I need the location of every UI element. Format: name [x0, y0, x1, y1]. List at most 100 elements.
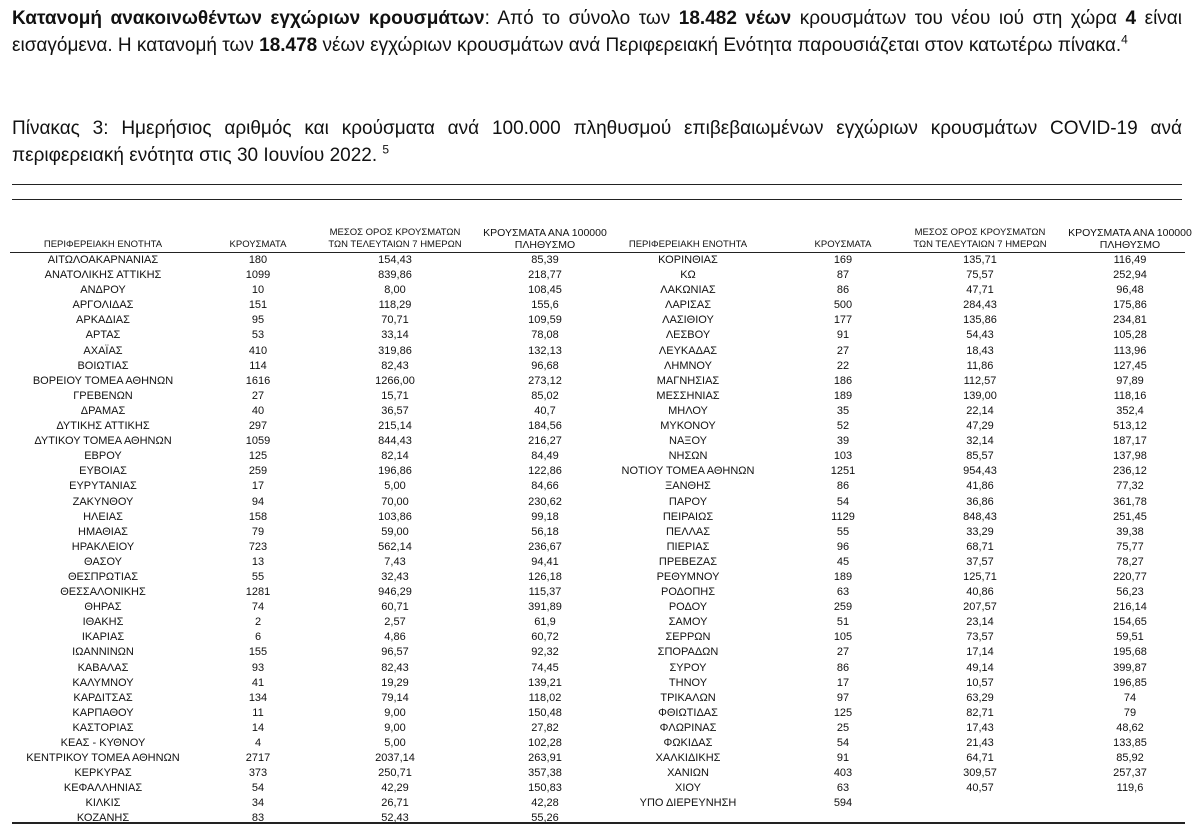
table-row: ΘΗΡΑΣ 74 60,71 391,89 — [10, 600, 600, 615]
table-row: ΤΡΙΚΑΛΩΝ 97 63,29 74 — [595, 691, 1185, 706]
cell-region: ΙΘΑΚΗΣ — [82, 616, 124, 629]
cell-cases: 103 — [833, 450, 853, 463]
cell-avg-7-days: 26,71 — [381, 797, 409, 810]
header-per-100k: ΚΡΟΥΣΜΑΤΑ ΑΝΑ 100000 ΠΛΗΘΥΣΜΟ — [470, 227, 620, 251]
cell-per-100k: 97,89 — [1116, 374, 1144, 387]
cell-region: ΝΗΣΩΝ — [668, 450, 708, 463]
cell-cases: 180 — [248, 254, 268, 266]
cell-per-100k: 154,65 — [1113, 616, 1147, 629]
cell-cases: 55 — [251, 570, 265, 583]
cell-per-100k: 27,82 — [531, 721, 559, 734]
cell-region: ΔΥΤΙΚΗΣ ΑΤΤΙΚΗΣ — [56, 420, 150, 433]
cell-avg-7-days: 139,00 — [963, 389, 997, 402]
table-row: ΚΕΝΤΡΙΚΟΥ ΤΟΜΕΑ ΑΘΗΝΩΝ 2717 2037,14 263,91 — [10, 751, 600, 766]
table-row: ΚΟΡΙΝΘΙΑΣ 169 135,71 116,49 — [595, 253, 1185, 268]
cell-avg-7-days: 954,43 — [963, 465, 997, 478]
table-row: ΠΙΕΡΙΑΣ 96 68,71 75,77 — [595, 540, 1185, 555]
cell-per-100k: 115,37 — [528, 586, 562, 599]
cell-per-100k: 150,83 — [528, 782, 562, 795]
cell-cases: 63 — [836, 782, 850, 795]
cell-cases: 53 — [251, 329, 265, 342]
cell-per-100k: 105,28 — [1113, 329, 1147, 342]
cell-region: ΧΙΟΥ — [675, 782, 701, 795]
table-row: ΚΑΣΤΟΡΙΑΣ 14 9,00 27,82 — [10, 721, 600, 736]
cell-region: ΒΟΙΩΤΙΑΣ — [77, 359, 129, 372]
header-line: ΤΩΝ ΤΕΛΕΥΤΑΙΩΝ 7 ΗΜΕΡΩΝ — [328, 239, 462, 250]
cell-avg-7-days: 11,86 — [966, 359, 994, 372]
cell-region: ΠΑΡΟΥ — [668, 495, 708, 508]
table-row: ΚΕΡΚΥΡΑΣ 373 250,71 357,38 — [10, 766, 600, 781]
table-row: ΝΗΣΩΝ 103 85,57 137,98 — [595, 449, 1185, 464]
cell-cases: 6 — [254, 631, 262, 644]
cell-avg-7-days: 33,14 — [381, 329, 409, 342]
cell-region: ΣΠΟΡΑΔΩΝ — [657, 646, 719, 659]
cell-region: ΑΝΔΡΟΥ — [80, 284, 126, 297]
cell-cases: 63 — [836, 586, 850, 599]
cell-per-100k: 113,96 — [1113, 344, 1147, 357]
cell-cases: 189 — [833, 570, 853, 583]
cell-cases: 1616 — [245, 374, 271, 387]
cell-per-100k: 263,91 — [528, 752, 562, 765]
cell-per-100k: 48,62 — [1116, 721, 1144, 734]
cell-avg-7-days: 36,86 — [966, 495, 994, 508]
header-region: ΠΕΡΙΦΕΡΕΙΑΚΗ ΕΝΟΤΗΤΑ — [10, 239, 196, 251]
second-rule — [12, 199, 1182, 200]
cell-avg-7-days: 96,57 — [381, 646, 409, 659]
header-avg-7-days: ΜΕΣΟΣ ΟΡΟΣ ΚΡΟΥΣΜΑΤΩΝ ΤΩΝ ΤΕΛΕΥΤΑΙΩΝ 7 ΗΜ… — [905, 227, 1055, 251]
cell-region: ΙΚΑΡΙΑΣ — [81, 631, 125, 644]
cell-avg-7-days: 82,71 — [966, 706, 994, 719]
table-row: ΜΗΛΟΥ 35 22,14 352,4 — [595, 404, 1185, 419]
table-row: ΣΥΡΟΥ 86 49,14 399,87 — [595, 661, 1185, 676]
cell-region: ΥΠΟ ΔΙΕΡΕΥΝΗΣΗ — [639, 797, 737, 810]
cell-cases: 22 — [836, 359, 850, 372]
cell-region: ΚΟΖΑΝΗΣ — [76, 812, 130, 825]
cell-avg-7-days: 47,29 — [966, 420, 994, 433]
cell-avg-7-days: 118,29 — [378, 299, 412, 312]
cell-region: ΧΑΛΚΙΔΙΚΗΣ — [655, 752, 721, 765]
header-line: ΜΕΣΟΣ ΟΡΟΣ ΚΡΟΥΣΜΑΤΩΝ — [329, 227, 461, 238]
cell-avg-7-days: 9,00 — [384, 721, 406, 734]
cell-avg-7-days: 32,43 — [381, 570, 409, 583]
cell-avg-7-days: 250,71 — [378, 767, 412, 780]
table-row: ΗΜΑΘΙΑΣ 79 59,00 56,18 — [10, 525, 600, 540]
cell-region: ΝΟΤΙΟΥ ΤΟΜΕΑ ΑΘΗΝΩΝ — [621, 465, 755, 478]
cell-avg-7-days: 23,14 — [966, 616, 994, 629]
cell-per-100k: 119,6 — [1116, 782, 1144, 795]
cell-avg-7-days: 22,14 — [966, 404, 994, 417]
cell-per-100k: 251,45 — [1113, 510, 1147, 523]
cell-region: ΚΑΣΤΟΡΙΑΣ — [72, 721, 134, 734]
table-row: ΠΡΕΒΕΖΑΣ 45 37,57 78,27 — [595, 555, 1185, 570]
cell-region: ΞΑΝΘΗΣ — [665, 480, 711, 493]
cell-per-100k: 399,87 — [1113, 661, 1147, 674]
cell-region: ΚΩ — [680, 269, 696, 282]
cell-per-100k: 236,67 — [528, 540, 562, 553]
table-row: ΧΑΛΚΙΔΙΚΗΣ 91 64,71 85,92 — [595, 751, 1185, 766]
cell-per-100k: 196,85 — [1113, 676, 1147, 689]
cell-region: ΚΑΡΠΑΘΟΥ — [72, 706, 134, 719]
cell-region: ΙΩΑΝΝΙΝΩΝ — [72, 646, 134, 659]
cell-region: ΗΡΑΚΛΕΙΟΥ — [71, 540, 135, 553]
cell-cases: 114 — [249, 359, 267, 372]
cell-region: ΑΡΚΑΔΙΑΣ — [76, 314, 130, 327]
cell-cases: 297 — [248, 420, 268, 433]
table-row: ΠΑΡΟΥ 54 36,86 361,78 — [595, 495, 1185, 510]
cell-avg-7-days: 42,29 — [381, 782, 409, 795]
cell-per-100k: 84,66 — [531, 480, 559, 493]
cell-per-100k: 84,49 — [531, 450, 559, 463]
table-row: ΖΑΚΥΝΘΟΥ 94 70,00 230,62 — [10, 495, 600, 510]
cell-region: ΑΡΤΑΣ — [85, 329, 121, 342]
cell-region: ΕΒΡΟΥ — [84, 450, 122, 463]
cell-cases: 86 — [836, 480, 850, 493]
cell-avg-7-days: 32,14 — [966, 435, 994, 448]
cell-avg-7-days: 37,57 — [966, 555, 994, 568]
cell-cases: 79 — [251, 525, 265, 538]
cell-cases: 95 — [251, 314, 265, 327]
cell-avg-7-days: 40,86 — [966, 586, 994, 599]
cell-avg-7-days: 82,14 — [381, 450, 409, 463]
header-cases: ΚΡΟΥΣΜΑΤΑ — [196, 239, 320, 251]
table-row: ΦΛΩΡΙΝΑΣ 25 17,43 48,62 — [595, 721, 1185, 736]
cell-avg-7-days: 154,43 — [378, 254, 412, 266]
table-row: ΜΥΚΟΝΟΥ 52 47,29 513,12 — [595, 419, 1185, 434]
table-row: ΛΗΜΝΟΥ 22 11,86 127,45 — [595, 359, 1185, 374]
cell-cases: 54 — [836, 737, 850, 749]
